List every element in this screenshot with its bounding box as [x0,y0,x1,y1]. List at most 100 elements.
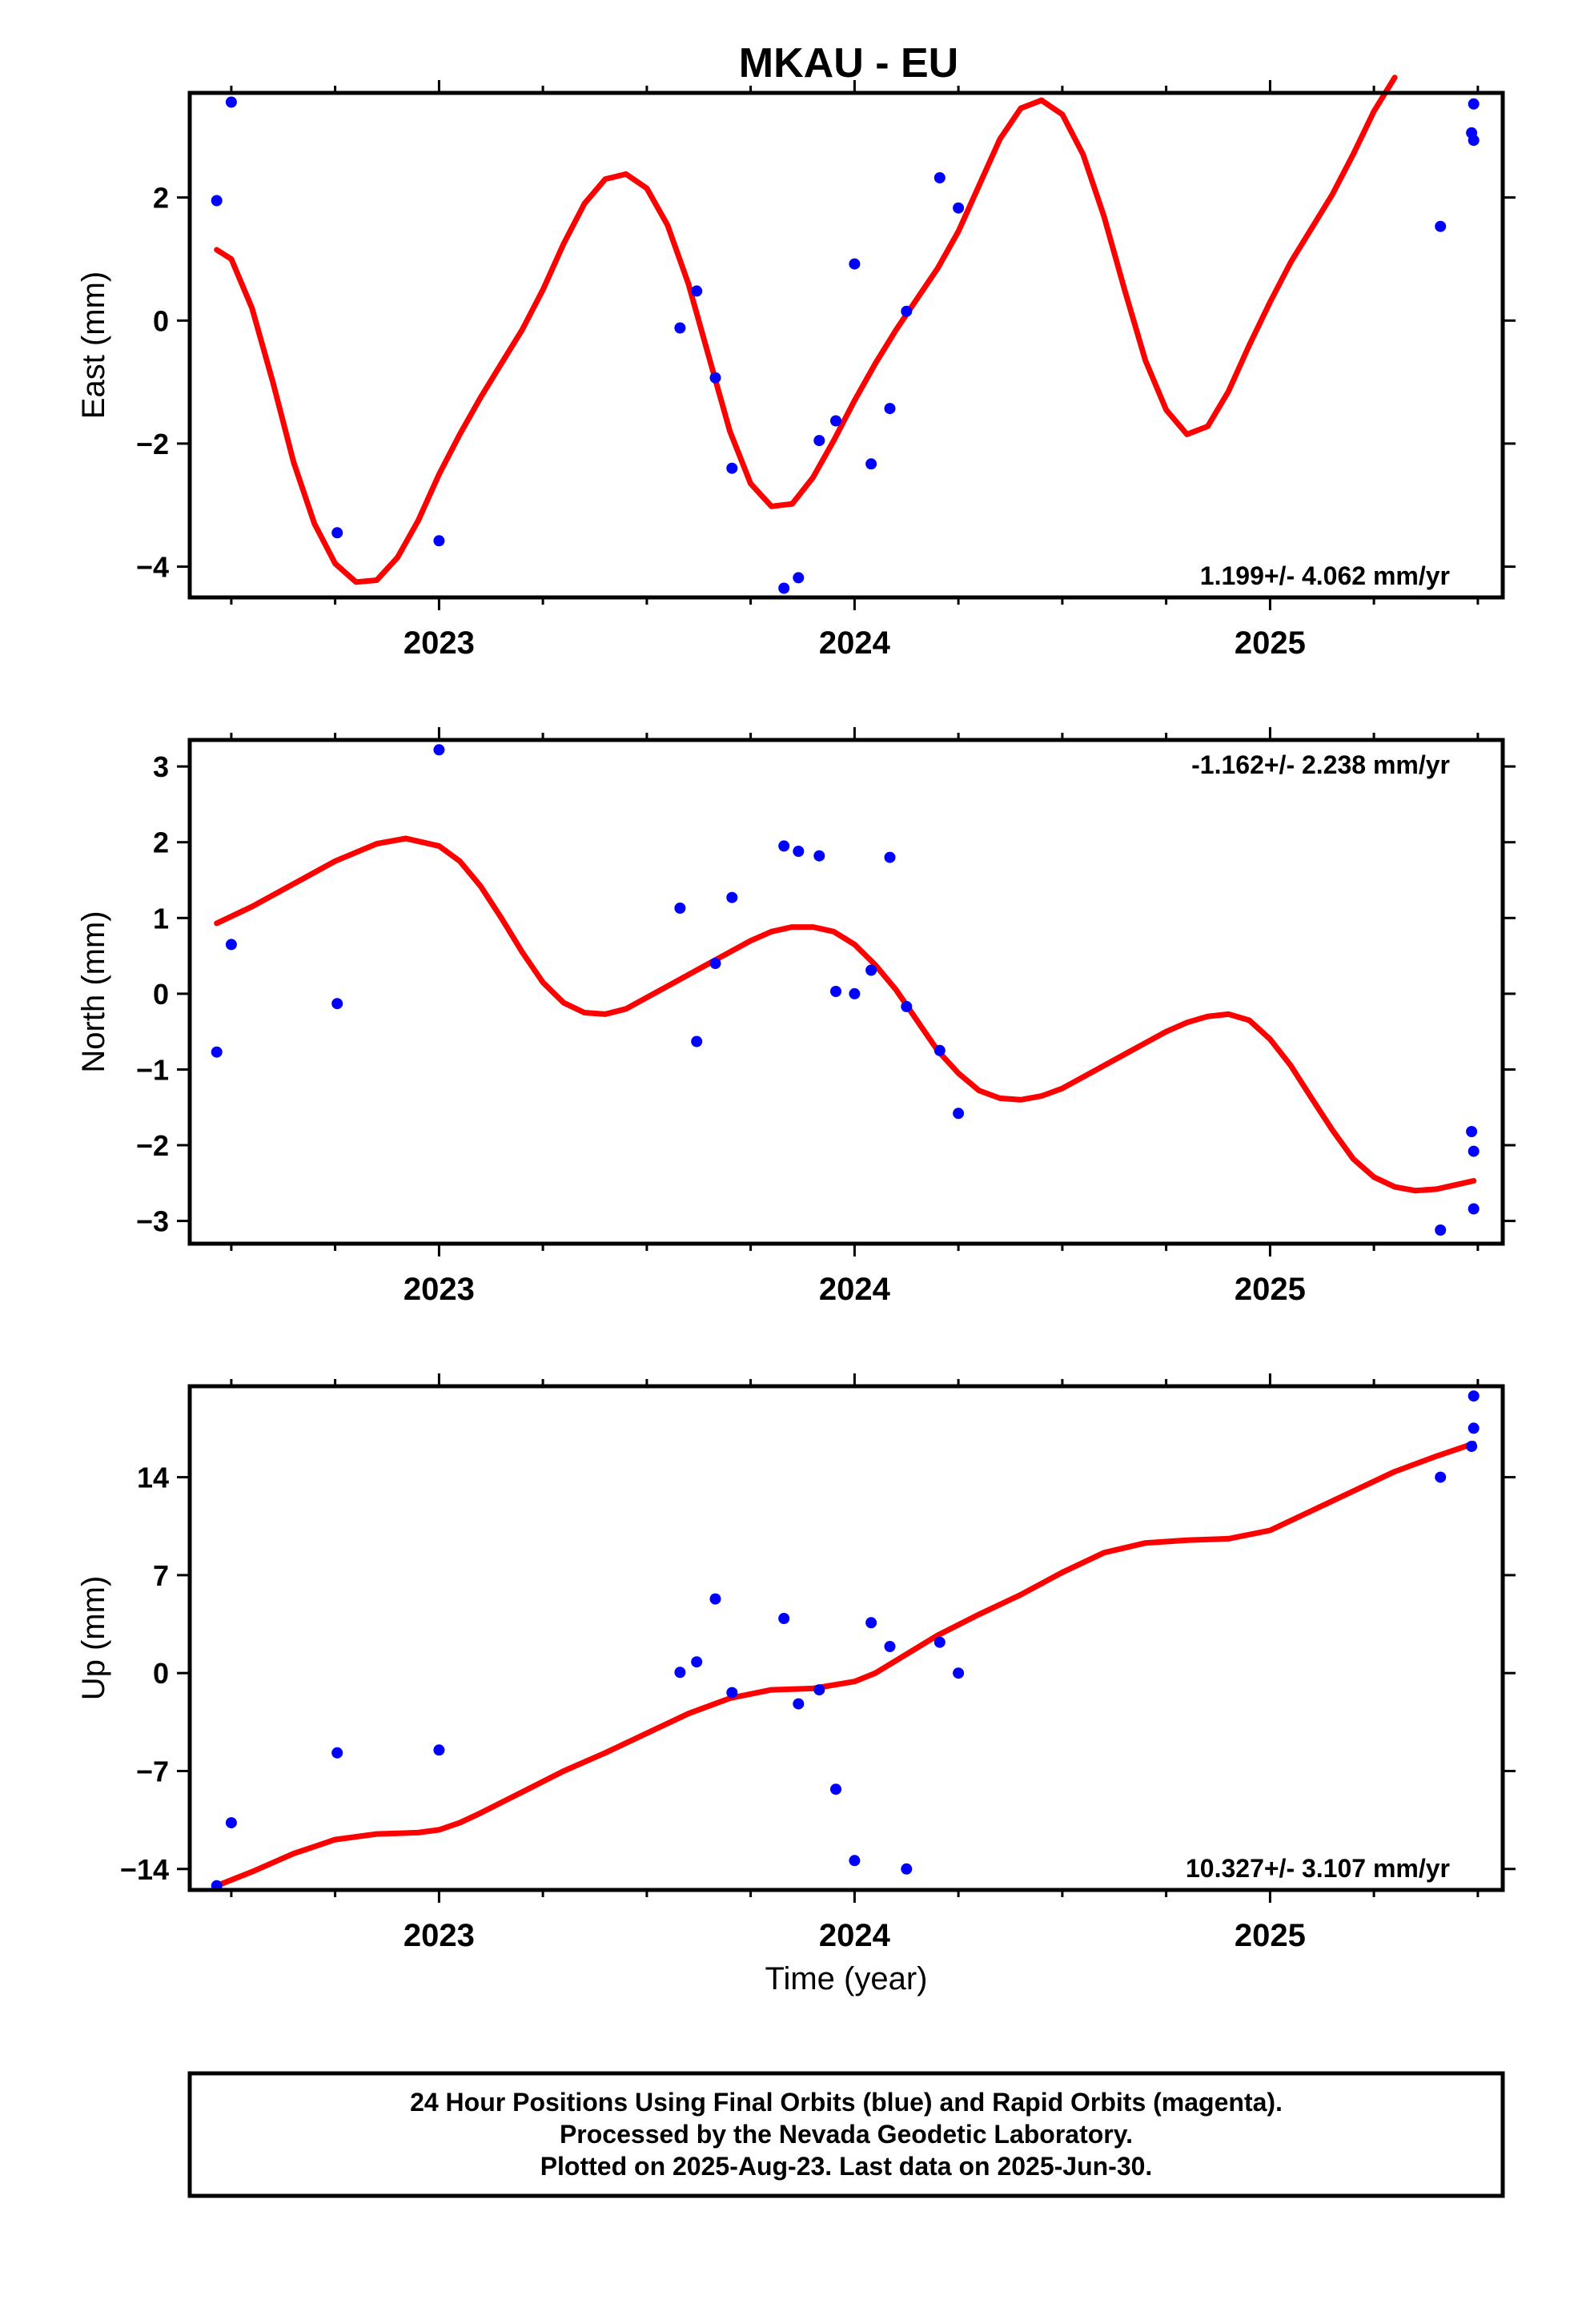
up-data-point [778,1613,790,1624]
north-plot-frame [187,738,1505,1246]
up-fit-line [214,1441,1477,1889]
north-x-tick-label: 2023 [404,1272,475,1307]
east-data-point [849,258,861,270]
north-data-point [691,1035,703,1047]
east-plot-frame [187,90,1505,600]
up-x-tick-label: 2023 [404,1918,475,1953]
east-y-axis-label: East (mm) [76,271,111,419]
footer-line-3: Plotted on 2025-Aug-23. Last data on 202… [540,2152,1153,2181]
east-data-point [1468,98,1480,110]
up-x-tick-label: 2024 [819,1918,891,1953]
north-data-point [934,1044,946,1056]
north-data-point [211,1046,223,1058]
east-data-point [884,403,896,415]
east-y-tick-label: −4 [136,551,169,584]
figure-title: MKAU - EU [739,40,958,86]
up-data-point [1435,1471,1447,1483]
east-data-point [709,372,721,384]
east-y-tick-label: −2 [136,428,169,460]
up-data-point [901,1863,913,1875]
north-data-point [1466,1126,1478,1137]
north-data-point [793,846,805,857]
up-data-point [709,1593,721,1605]
east-data-point [211,195,223,207]
footer-box: 24 Hour Positions Using Final Orbits (bl… [187,2071,1505,2198]
north-data-point [953,1108,965,1120]
up-y-tick-label: −14 [120,1853,169,1886]
east-data-point [830,415,841,427]
north-data-point [830,986,841,997]
north-data-point [1435,1224,1447,1236]
footer-border [187,2071,1505,2198]
up-data-point [830,1783,841,1795]
east-data-point [225,96,237,108]
east-data-point [1468,135,1480,147]
north-data-point [433,744,445,756]
east-data-point [726,462,738,474]
north-y-tick-label: 2 [153,826,169,859]
up-y-tick-label: 14 [137,1462,169,1494]
north-x-tick-label: 2024 [819,1272,891,1307]
up-y-tick-label: 0 [153,1657,169,1690]
north-panel: 2023 2024 2025 −3 −2 −1 0 1 2 3 North (mm) -1.162+/… [76,727,1516,1307]
up-data-point [793,1698,805,1710]
up-data-point [884,1641,896,1652]
up-data-point [1468,1390,1480,1402]
east-panel: 2023 2024 2025 −4 −2 0 2 East (mm) 1.199+/- 4.06… [76,74,1516,661]
up-data-point [1466,1441,1478,1453]
up-y-axis-label: Up (mm) [76,1576,111,1701]
up-data-point [953,1667,965,1679]
east-data-point [691,285,703,297]
north-data-point [726,891,738,903]
footer-line-2: Processed by the Nevada Geodetic Laborat… [560,2120,1133,2149]
footer-line-1: 24 Hour Positions Using Final Orbits (bl… [410,2088,1283,2117]
north-rate-label: -1.162+/- 2.238 mm/yr [1191,750,1450,779]
up-y-tick-label: 7 [153,1559,169,1592]
east-data-point [433,535,445,547]
north-data-point [674,903,686,914]
east-data-point [778,582,790,594]
up-data-point [1468,1422,1480,1434]
north-y-tick-label: 3 [153,750,169,783]
east-data-point [813,435,825,447]
north-data-point [813,850,825,862]
up-x-tick-label: 2025 [1235,1918,1306,1953]
east-y-tick-label: 2 [153,182,169,215]
up-data-point [433,1744,445,1756]
north-data-point [901,1000,913,1012]
north-data-point [709,958,721,969]
up-data-point [813,1684,825,1696]
east-y-tick-label: 0 [153,304,169,337]
north-y-tick-label: 0 [153,978,169,1011]
up-data-point [691,1656,703,1668]
east-rate-label: 1.199+/- 4.062 mm/yr [1200,561,1450,590]
north-data-point [331,998,343,1010]
up-rate-label: 10.327+/- 3.107 mm/yr [1186,1854,1450,1883]
east-data-point [953,202,965,214]
up-plot-frame [187,1384,1505,1892]
up-data-point [225,1817,237,1829]
x-axis-label: Time (year) [765,1961,928,1996]
east-data-point [331,527,343,539]
east-data-point [674,322,686,334]
east-data-point [901,305,913,317]
up-data-point [934,1636,946,1648]
east-data-point [1435,220,1447,232]
up-data-point [849,1855,861,1867]
north-y-tick-label: −1 [136,1054,169,1087]
up-data-point [726,1687,738,1699]
east-x-tick-label: 2024 [819,625,891,661]
north-y-axis-label: North (mm) [76,911,111,1072]
east-data-point [934,172,946,183]
east-data-point [865,458,877,470]
east-data-point [793,572,805,584]
east-x-tick-label: 2023 [404,625,475,661]
north-data-point [778,840,790,852]
up-data-point [865,1617,877,1629]
up-panel: 2023 2024 2025 −14 −7 0 7 14 Up (mm) 10.327+/- 3.… [76,1373,1516,1953]
north-data-point [225,939,237,951]
north-y-tick-label: 1 [153,902,169,935]
north-fit-line [214,835,1477,1194]
up-data-point [331,1747,343,1759]
